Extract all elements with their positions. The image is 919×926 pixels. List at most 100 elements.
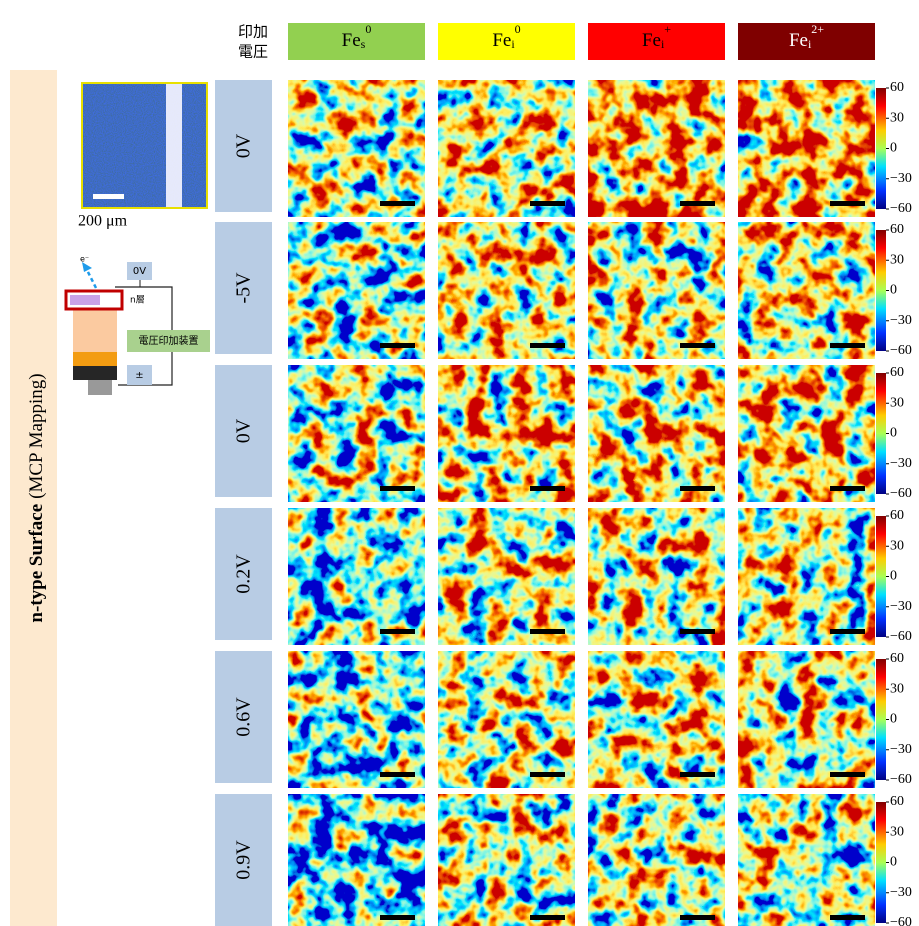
device-label: 電圧印加装置 [139, 334, 199, 347]
scale-bar [680, 201, 715, 206]
map [738, 80, 875, 217]
scale-bar [380, 772, 415, 777]
scale-bar [380, 629, 415, 634]
colorbar-tick-label: 30 [890, 824, 904, 839]
side-label-bold: n-type Surface [26, 504, 47, 623]
terminal-label: ± [135, 370, 143, 381]
scale-bar [830, 772, 865, 777]
row-label: 0V [233, 418, 255, 443]
voltage-header: 電圧 [238, 43, 268, 61]
map [588, 80, 725, 217]
colorbar [876, 659, 886, 780]
scale-bar [830, 915, 865, 920]
map [588, 651, 725, 788]
map [738, 651, 875, 788]
map [738, 222, 875, 359]
map [738, 508, 875, 645]
colorbar-tick-label: 30 [890, 110, 904, 125]
scale-bar [830, 343, 865, 348]
row-label: 0.9V [233, 840, 255, 880]
scale-bar [680, 772, 715, 777]
colorbar-tick-label: 0 [890, 283, 897, 298]
map [438, 651, 575, 788]
map [588, 365, 725, 502]
scale-bar [530, 772, 565, 777]
map [588, 508, 725, 645]
scale-bar [680, 343, 715, 348]
colorbar-tick-label: −60 [890, 343, 912, 358]
map [288, 508, 425, 645]
side-label-normal: (MCP Mapping) [26, 373, 47, 498]
species-sup: 0 [515, 22, 521, 36]
scale-bar [380, 915, 415, 920]
voltage-header: 印加 [238, 23, 268, 41]
colorbar-tick-label: −60 [890, 915, 912, 926]
colorbar-tick-label: −30 [890, 456, 912, 471]
colorbar-tick-label: −60 [890, 772, 912, 787]
colorbar-tick-label: 30 [890, 538, 904, 553]
colorbar [876, 802, 886, 923]
colorbar-tick-label: −30 [890, 599, 912, 614]
scale-bar [680, 629, 715, 634]
map [738, 794, 875, 926]
scale-bar [530, 915, 565, 920]
colorbar-tick-label: −30 [890, 313, 912, 328]
colorbar-tick-label: 0 [890, 426, 897, 441]
scale-bar [530, 201, 565, 206]
scale-bar [530, 486, 565, 491]
species-base: Fe [642, 30, 661, 51]
row-label: -5V [233, 272, 255, 304]
colorbar [876, 230, 886, 351]
species-base: Fe [492, 30, 511, 51]
scale-bar [830, 201, 865, 206]
colorbar-tick-label: 60 [890, 794, 904, 809]
species-sub: s [361, 37, 366, 51]
map [738, 365, 875, 502]
colorbar-tick-label: 60 [890, 508, 904, 523]
colorbar-tick-label: −60 [890, 629, 912, 644]
colorbar-tick-label: 0 [890, 141, 897, 156]
scale-bar [380, 201, 415, 206]
colorbar-tick-label: 60 [890, 222, 904, 237]
colorbar-tick-label: −60 [890, 201, 912, 216]
colorbar-tick-label: −30 [890, 885, 912, 900]
inset-stripe [166, 84, 182, 207]
figure: n-type Surface (MCP Mapping) 印加 電圧 200 μm… [0, 0, 919, 926]
inset-scale-label: 200 μm [78, 213, 128, 230]
colorbar-tick-label: 30 [890, 395, 904, 410]
scale-bar [680, 486, 715, 491]
colorbar-tick-label: 30 [890, 252, 904, 267]
scale-bar [830, 486, 865, 491]
scale-bar [530, 343, 565, 348]
colorbar-tick-label: 60 [890, 651, 904, 666]
scale-bar [830, 629, 865, 634]
colorbar-tick-label: 0 [890, 569, 897, 584]
scale-bar [380, 343, 415, 348]
scale-bar [380, 486, 415, 491]
species-sup: 0 [365, 22, 371, 36]
colorbar-tick-label: 60 [890, 80, 904, 95]
map [288, 651, 425, 788]
map [288, 80, 425, 217]
row-label: 0.2V [233, 554, 255, 594]
colorbar-tick-label: −30 [890, 171, 912, 186]
map [288, 365, 425, 502]
map [438, 222, 575, 359]
map [288, 222, 425, 359]
row-label: 0V [233, 133, 255, 158]
species-sup: + [664, 22, 671, 36]
map [438, 794, 575, 926]
colorbar-tick-label: −30 [890, 742, 912, 757]
map [588, 794, 725, 926]
colorbar-tick-label: 0 [890, 855, 897, 870]
electron-label: e⁻ [80, 255, 89, 264]
colorbar-tick-label: 0 [890, 712, 897, 727]
scale-bar [530, 629, 565, 634]
species-base: Fe [789, 30, 808, 51]
inset-scale-bar [93, 194, 124, 199]
map [438, 365, 575, 502]
colorbar-tick-label: 30 [890, 681, 904, 696]
row-label: 0.6V [233, 697, 255, 737]
map [588, 222, 725, 359]
inset-image [82, 83, 207, 208]
